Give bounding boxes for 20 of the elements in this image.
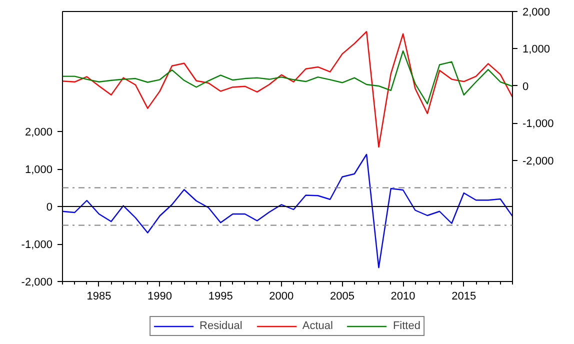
y-tick-label: 1,000: [24, 164, 53, 176]
y2-tick-label: 1,000: [522, 44, 550, 56]
legend-label: Fitted: [392, 320, 420, 332]
y2-tick-label: -1,000: [522, 118, 554, 130]
y2-tick-label: -2,000: [522, 155, 554, 168]
x-tick-label: 1995: [208, 290, 233, 302]
y2-tick-label: 0: [522, 80, 529, 93]
y-tick-label: -1,000: [21, 239, 53, 251]
y-tick-label: -2,000: [21, 276, 53, 288]
x-tick-label: 1985: [86, 290, 112, 302]
x-tick-label: 2000: [269, 290, 294, 302]
x-tick-label: 2010: [390, 290, 416, 302]
x-tick-label: 2015: [452, 290, 476, 302]
y2-tick-label: 2,000: [522, 6, 550, 18]
legend-label: Actual: [302, 320, 333, 332]
x-tick-label: 1990: [148, 290, 172, 302]
y-tick-label: 2,000: [24, 126, 53, 138]
x-tick-label: 2005: [330, 290, 354, 302]
legend-label: Residual: [200, 320, 242, 332]
y-tick-label: 0: [46, 202, 53, 214]
